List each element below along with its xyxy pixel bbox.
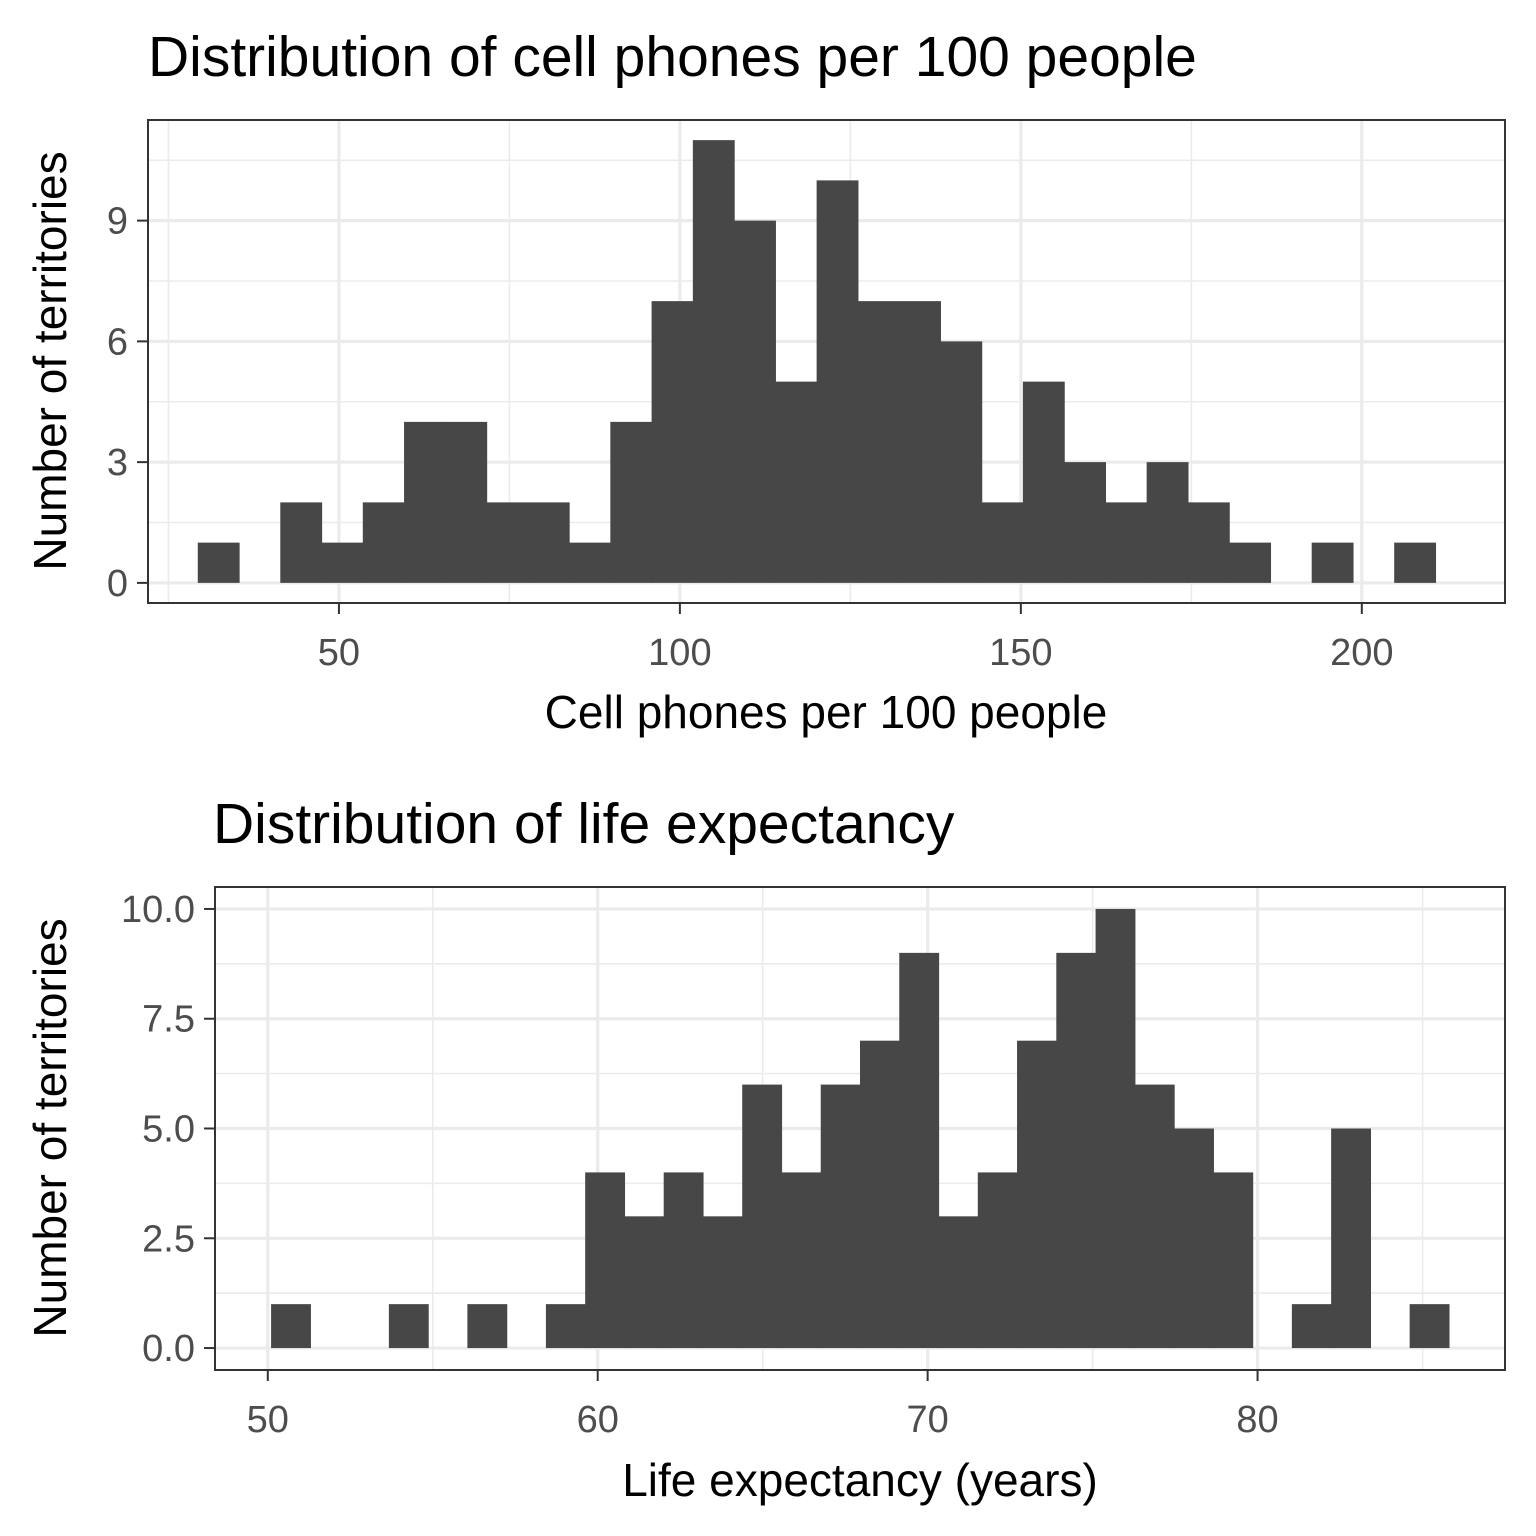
y-tick-label: 0.0 bbox=[142, 1328, 195, 1370]
x-tick-label: 50 bbox=[247, 1399, 289, 1441]
histogram-bar bbox=[820, 1084, 861, 1349]
histogram-bar bbox=[585, 1172, 626, 1349]
histogram-bar bbox=[569, 542, 611, 583]
histogram-bar bbox=[734, 220, 776, 583]
cell-phones-histogram: Distribution of cell phones per 100 peop… bbox=[24, 25, 1506, 738]
histogram-bar bbox=[445, 421, 488, 583]
y-tick-label: 5.0 bbox=[142, 1109, 195, 1151]
histogram-bar bbox=[1064, 462, 1107, 583]
histogram-bar bbox=[1409, 1304, 1450, 1349]
histogram-bar bbox=[899, 952, 940, 1349]
bars bbox=[197, 140, 1437, 583]
histogram-bar bbox=[271, 1304, 311, 1349]
histogram-bar bbox=[663, 1172, 704, 1349]
histogram-bar bbox=[1291, 1304, 1332, 1349]
ticks: 50 100 150 200 0 3 6 9 bbox=[107, 201, 1394, 674]
histogram-bar bbox=[404, 421, 446, 583]
histogram-bar bbox=[857, 301, 900, 583]
chart-title: Distribution of life expectancy bbox=[213, 792, 955, 856]
x-axis-title: Life expectancy (years) bbox=[622, 1454, 1098, 1506]
histogram-bar bbox=[527, 502, 570, 583]
y-tick-label: 9 bbox=[107, 201, 128, 243]
histogram-bar bbox=[1331, 1128, 1371, 1349]
histogram-bar bbox=[781, 1172, 822, 1349]
histogram-bar bbox=[1095, 908, 1136, 1349]
histogram-bar bbox=[1213, 1172, 1254, 1349]
histogram-bar bbox=[280, 502, 323, 583]
histogram-bar bbox=[860, 1040, 900, 1349]
panel-border bbox=[147, 119, 1506, 604]
histogram-bar bbox=[692, 140, 735, 583]
y-tick-label: 2.5 bbox=[142, 1218, 195, 1260]
histogram-bar bbox=[938, 1216, 979, 1349]
y-tick-label: 7.5 bbox=[142, 999, 195, 1041]
bars bbox=[271, 908, 1450, 1349]
histogram-bar bbox=[775, 381, 818, 583]
y-tick-label: 6 bbox=[107, 321, 128, 363]
y-tick-label: 3 bbox=[107, 442, 128, 484]
histogram-bar bbox=[467, 1304, 508, 1349]
histogram-bar bbox=[940, 341, 983, 583]
histogram-bar bbox=[545, 1304, 586, 1349]
histogram-bar bbox=[651, 301, 694, 583]
histogram-bar bbox=[1311, 542, 1354, 583]
histogram-bar bbox=[1187, 502, 1230, 583]
histogram-bar bbox=[362, 502, 405, 583]
y-axis-title: Number of territories bbox=[24, 918, 76, 1337]
chart-title: Distribution of cell phones per 100 peop… bbox=[148, 25, 1197, 89]
histogram-bar bbox=[742, 1084, 783, 1349]
histogram-bar bbox=[981, 502, 1024, 583]
histogram-bar bbox=[197, 542, 240, 583]
histogram-bar bbox=[1105, 502, 1148, 583]
x-tick-label: 80 bbox=[1236, 1399, 1278, 1441]
life-expectancy-histogram: Distribution of life expectancy 50 60 70 80… bbox=[24, 792, 1506, 1506]
histogram-bar bbox=[388, 1304, 429, 1349]
x-tick-label: 60 bbox=[577, 1399, 619, 1441]
y-tick-label: 0 bbox=[107, 563, 128, 605]
histogram-bar bbox=[1394, 542, 1437, 583]
histogram-bar bbox=[610, 421, 653, 583]
y-axis-title: Number of territories bbox=[24, 151, 76, 570]
x-tick-label: 200 bbox=[1330, 632, 1393, 674]
x-tick-label: 50 bbox=[318, 632, 360, 674]
x-axis-title: Cell phones per 100 people bbox=[545, 686, 1108, 738]
histogram-bar bbox=[1146, 462, 1189, 583]
histogram-bar bbox=[1229, 542, 1272, 583]
histogram-bar bbox=[321, 542, 364, 583]
x-tick-label: 70 bbox=[906, 1399, 948, 1441]
histogram-bar bbox=[1022, 381, 1065, 583]
histogram-bar bbox=[1174, 1128, 1214, 1349]
y-tick-label: 10.0 bbox=[121, 889, 195, 931]
ticks: 50 60 70 80 0.0 2.5 5.0 7.5 10.0 bbox=[121, 889, 1279, 1441]
histogram-bar bbox=[977, 1172, 1018, 1349]
histogram-bar bbox=[1056, 952, 1097, 1349]
histogram-bar bbox=[816, 180, 859, 583]
x-tick-label: 150 bbox=[989, 632, 1052, 674]
histogram-bar bbox=[486, 502, 529, 583]
histogram-bar bbox=[702, 1216, 743, 1349]
histogram-bar bbox=[1017, 1040, 1057, 1349]
x-tick-label: 100 bbox=[648, 632, 711, 674]
histogram-bar bbox=[899, 301, 941, 583]
histogram-bar bbox=[1134, 1084, 1175, 1349]
histogram-bar bbox=[624, 1216, 665, 1349]
